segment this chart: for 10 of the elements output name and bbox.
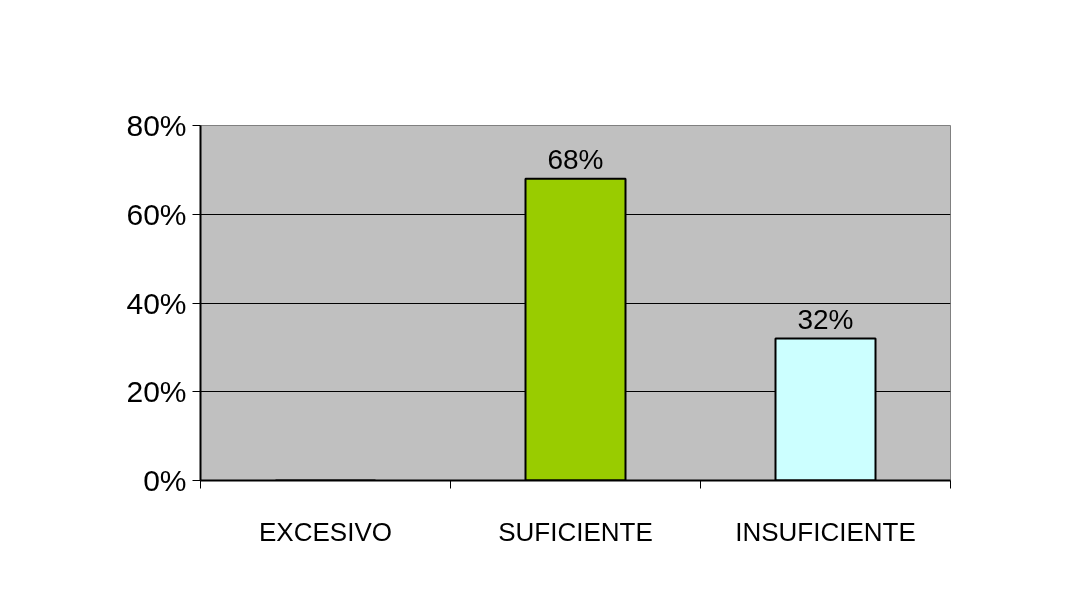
x-tick-label: EXCESIVO (259, 516, 392, 547)
data-label: 32% (797, 303, 854, 335)
y-tick-label: 20% (126, 375, 187, 409)
y-tick-label: 80% (126, 109, 187, 142)
data-label: 68% (547, 143, 604, 175)
y-tick-label: 40% (126, 286, 187, 320)
x-tick-label: SUFICIENTE (498, 516, 653, 547)
x-tick-label: INSUFICIENTE (735, 516, 916, 547)
y-tick-label: 0% (143, 464, 187, 497)
y-tick-label: 60% (126, 197, 187, 231)
